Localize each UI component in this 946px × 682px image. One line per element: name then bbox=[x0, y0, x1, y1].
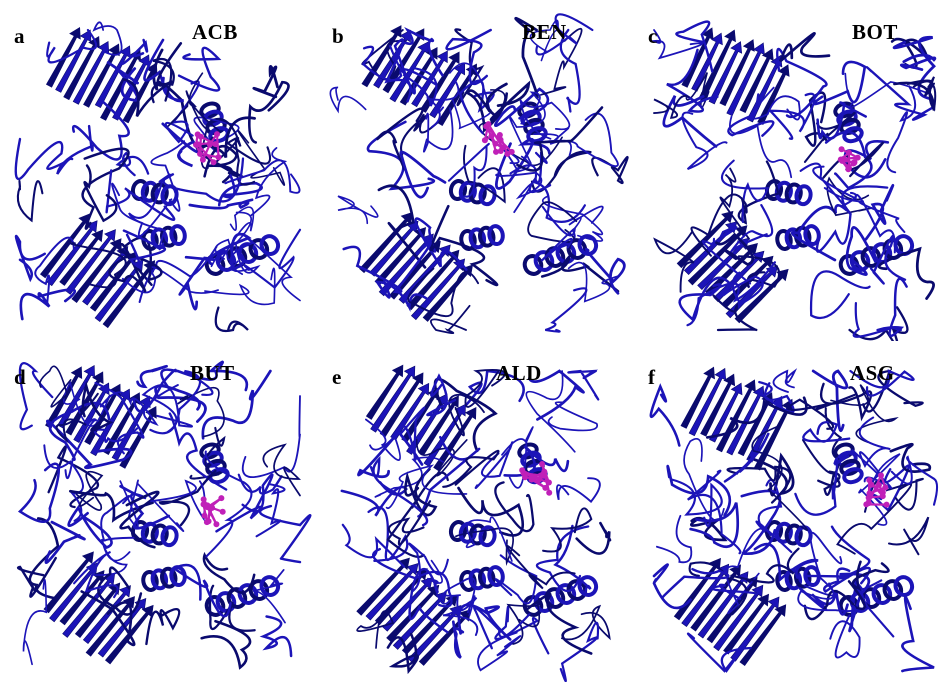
panel-letter-a: a bbox=[14, 24, 25, 48]
ligand-molecule bbox=[193, 131, 222, 166]
panel-letter-c: c bbox=[648, 24, 658, 48]
ligand-molecule bbox=[200, 495, 226, 528]
ligand-label-d: BUT bbox=[190, 361, 235, 385]
ligand-label-c: BOT bbox=[852, 20, 898, 44]
panel-letter-b: b bbox=[332, 24, 344, 48]
panel-e: e ALD bbox=[318, 341, 633, 682]
protein-chain bbox=[340, 364, 612, 682]
panel-b: b BEN bbox=[318, 0, 633, 341]
ligand-molecule bbox=[863, 472, 890, 508]
panel-a: a ACB bbox=[0, 0, 315, 341]
ligand-molecule bbox=[519, 461, 553, 496]
protein-ribbon-a bbox=[14, 21, 302, 333]
panel-c: c BOT bbox=[634, 0, 946, 341]
protein-chain bbox=[14, 21, 302, 333]
protein-ribbon-d bbox=[16, 360, 312, 670]
panel-f: f ASG bbox=[634, 341, 946, 682]
protein-chain bbox=[649, 366, 939, 673]
protein-chain bbox=[16, 360, 312, 670]
protein-ribbon-b bbox=[329, 13, 629, 335]
panel-d: d BUT bbox=[0, 341, 315, 682]
protein-ribbon-f bbox=[649, 366, 939, 673]
ligand-molecule bbox=[837, 146, 861, 173]
protein-ribbon-e bbox=[340, 364, 612, 682]
ligand-label-a: ACB bbox=[192, 20, 238, 44]
ligand-label-b: BEN bbox=[522, 20, 567, 44]
panel-letter-e: e bbox=[332, 365, 342, 389]
panel-letter-d: d bbox=[14, 365, 26, 389]
ligand-label-e: ALD bbox=[496, 361, 542, 385]
protein-chain bbox=[329, 13, 629, 335]
ligand-molecule bbox=[481, 121, 515, 157]
ligand-label-f: ASG bbox=[850, 361, 895, 385]
protein-chain bbox=[650, 20, 937, 341]
panel-letter-f: f bbox=[648, 365, 655, 389]
protein-ribbon-c bbox=[650, 20, 937, 341]
